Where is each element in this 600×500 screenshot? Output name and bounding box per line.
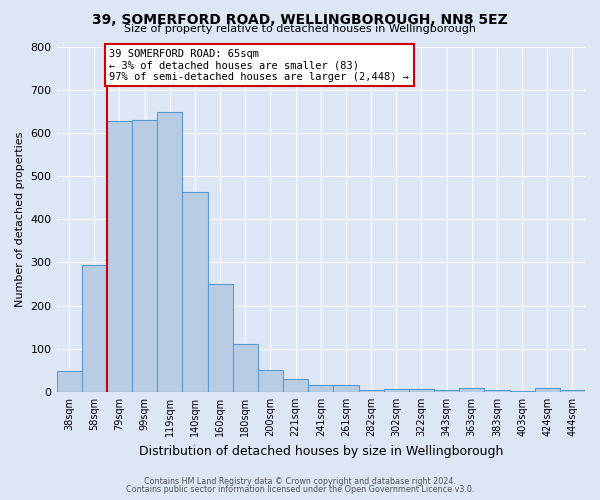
Bar (107, 121, 132, 392)
Bar (258, 370, 283, 392)
Bar (157, 112, 182, 392)
Bar (383, 389, 409, 392)
Bar (560, 390, 585, 392)
Bar (409, 390, 434, 392)
Y-axis label: Number of detached properties: Number of detached properties (15, 132, 25, 307)
Text: Contains HM Land Registry data © Crown copyright and database right 2024.: Contains HM Land Registry data © Crown c… (144, 477, 456, 486)
Text: Contains public sector information licensed under the Open Government Licence v3: Contains public sector information licen… (126, 484, 474, 494)
Text: Size of property relative to detached houses in Wellingborough: Size of property relative to detached ho… (124, 24, 476, 34)
Bar (459, 388, 484, 392)
Bar (535, 388, 560, 392)
X-axis label: Distribution of detached houses by size in Wellingborough: Distribution of detached houses by size … (139, 444, 503, 458)
Bar (283, 380, 308, 392)
Bar (359, 390, 383, 392)
Bar (434, 390, 459, 392)
Bar (82, 264, 107, 392)
Text: 39, SOMERFORD ROAD, WELLINGBOROUGH, NN8 5EZ: 39, SOMERFORD ROAD, WELLINGBOROUGH, NN8 … (92, 12, 508, 26)
Bar (334, 384, 359, 392)
Bar (56, 371, 82, 392)
Bar (208, 284, 233, 392)
Text: 39 SOMERFORD ROAD: 65sqm
← 3% of detached houses are smaller (83)
97% of semi-de: 39 SOMERFORD ROAD: 65sqm ← 3% of detache… (109, 48, 409, 82)
Bar (308, 384, 334, 392)
Bar (182, 192, 208, 392)
Bar (233, 344, 258, 392)
Bar (484, 390, 509, 392)
Bar (132, 120, 157, 392)
